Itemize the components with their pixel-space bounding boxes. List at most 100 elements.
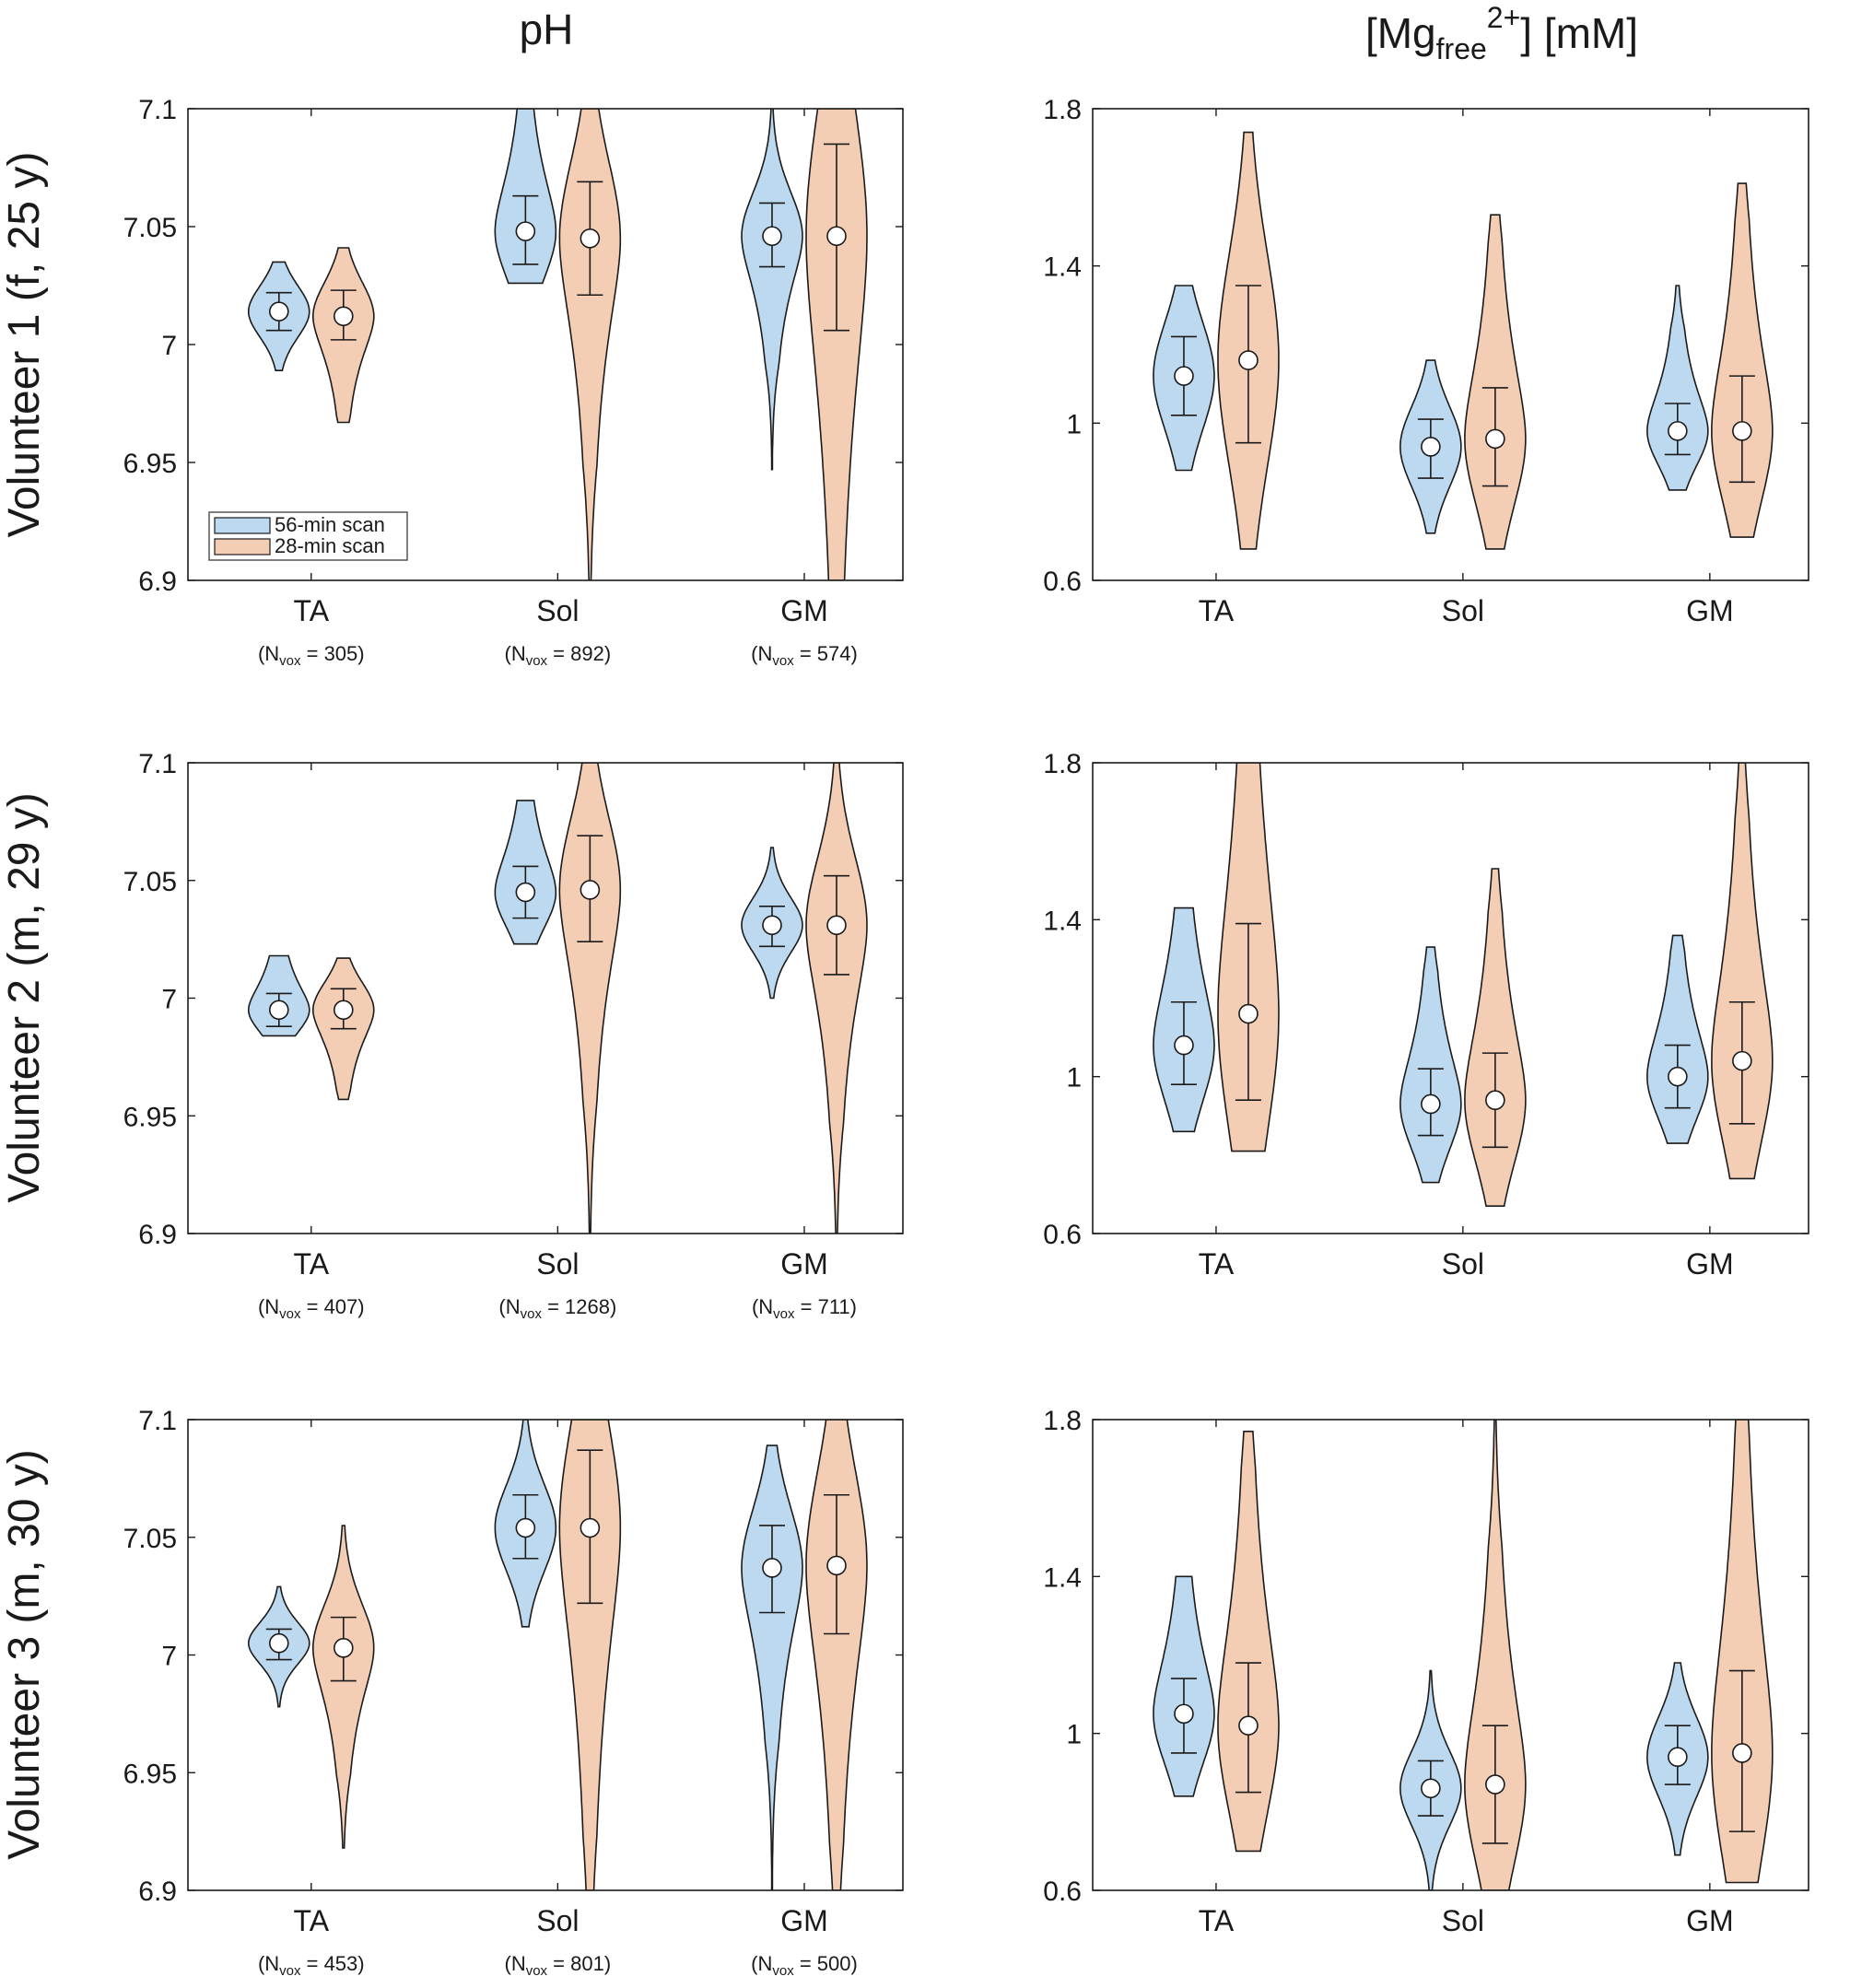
mg-title-prefix: [Mg <box>1365 9 1436 57</box>
nvox-label-ta: (Nvox = 453) <box>258 1952 365 1979</box>
median-marker-ta-orange <box>333 1000 354 1021</box>
row-label-volunteer-1: Volunteer 1 (f, 25 y) <box>0 152 49 538</box>
y-tick-label-1.4: 1.4 <box>1043 252 1082 283</box>
y-tick-label-0.6: 0.6 <box>1043 1220 1082 1250</box>
median-marker-gm-blue <box>762 915 782 936</box>
axes-frame <box>187 1419 904 1891</box>
median-marker-ta-orange <box>333 306 354 327</box>
legend-swatch-blue <box>214 517 271 534</box>
median-marker-ta-orange <box>333 1638 354 1658</box>
nvox-prefix: (N <box>751 1952 772 1975</box>
row-label-volunteer-3: Volunteer 3 (m, 30 y) <box>0 1449 49 1860</box>
median-marker-sol-blue <box>1421 1778 1441 1799</box>
violin-sol-blue <box>1399 946 1462 1184</box>
median-marker-ta-orange <box>1238 1715 1259 1736</box>
median-marker-ta-blue <box>268 1000 289 1021</box>
median-marker-gm-orange <box>826 1555 847 1576</box>
axes-frame <box>187 762 904 1234</box>
median-marker-gm-orange <box>826 915 847 936</box>
median-marker-gm-blue <box>1668 1066 1688 1087</box>
nvox-prefix: (N <box>505 1952 526 1975</box>
nvox-prefix: (N <box>498 1295 520 1318</box>
axes-frame <box>1092 762 1809 1234</box>
median-marker-sol-blue <box>515 1517 536 1538</box>
nvox-sub: vox <box>772 1963 794 1979</box>
median-marker-sol-blue <box>515 221 536 241</box>
x-tick-label-sol: Sol <box>536 1904 579 1937</box>
plot-area <box>248 109 868 580</box>
violin-gm-blue <box>1646 934 1709 1144</box>
column-title-mg: [Mgfree2+] [mM] <box>1365 1 1638 65</box>
nvox-value: = 305) <box>301 642 365 665</box>
median-marker-ta-blue <box>1174 1035 1194 1056</box>
x-tick-label-gm: GM <box>1686 1247 1734 1281</box>
nvox-sub: vox <box>772 653 794 669</box>
y-tick-label-1: 1 <box>1066 1720 1082 1750</box>
nvox-label-ta: (Nvox = 407) <box>258 1295 365 1322</box>
y-tick-label-6.95: 6.95 <box>123 449 177 479</box>
axes-frame <box>1092 108 1809 581</box>
y-tick-label-7.05: 7.05 <box>123 213 177 243</box>
y-tick-label-7.1: 7.1 <box>138 95 177 125</box>
x-tick-label-sol: Sol <box>536 1247 579 1281</box>
median-marker-gm-orange <box>1732 1743 1752 1763</box>
violin-gm-blue <box>1646 285 1709 491</box>
y-tick-label-7: 7 <box>161 985 177 1015</box>
median-marker-ta-blue <box>268 301 289 322</box>
y-tick-label-7: 7 <box>161 1642 177 1672</box>
nvox-value: = 453) <box>301 1952 365 1975</box>
y-tick-label-1.8: 1.8 <box>1043 1406 1082 1436</box>
x-tick-label-ta: TA <box>1199 594 1235 627</box>
legend-label-28-min: 28-min scan <box>275 534 385 557</box>
nvox-label-gm: (Nvox = 711) <box>752 1295 857 1322</box>
violin-gm-orange <box>1711 182 1774 538</box>
violin-sol-orange <box>1464 868 1527 1207</box>
median-marker-ta-blue <box>1174 1703 1194 1725</box>
nvox-prefix: (N <box>505 642 526 665</box>
plot-area <box>1153 1420 1774 1890</box>
legend-label-56-min: 56-min scan <box>275 513 385 536</box>
median-marker-gm-blue <box>1668 421 1688 441</box>
nvox-sub: vox <box>279 1963 301 1979</box>
median-marker-gm-orange <box>1732 1050 1752 1071</box>
nvox-label-sol: (Nvox = 1268) <box>498 1295 616 1322</box>
x-tick-label-sol: Sol <box>1442 594 1484 627</box>
nvox-sub: vox <box>773 1306 795 1322</box>
violin-gm-blue <box>741 1444 803 1890</box>
nvox-value: = 407) <box>301 1295 365 1318</box>
nvox-prefix: (N <box>751 642 772 665</box>
legend-swatch-orange <box>214 538 271 555</box>
nvox-prefix: (N <box>258 642 279 665</box>
violin-ta-orange <box>312 1525 375 1849</box>
median-marker-sol-orange <box>1485 1090 1505 1111</box>
median-marker-sol-orange <box>580 1517 601 1538</box>
median-marker-sol-orange <box>580 228 601 249</box>
panel-ph-volunteer-1: TA(Nvox = 305)Sol(Nvox = 892)GM(Nvox = 5… <box>123 95 904 669</box>
nvox-label-sol: (Nvox = 801) <box>505 1952 612 1979</box>
y-tick-label-7: 7 <box>161 331 177 361</box>
y-tick-label-1.8: 1.8 <box>1043 95 1082 125</box>
nvox-sub: vox <box>279 1306 301 1322</box>
median-marker-sol-blue <box>1421 1093 1441 1115</box>
x-tick-label-ta: TA <box>294 1904 330 1937</box>
axes-frame <box>1092 1419 1809 1891</box>
mg-title-suffix: ] [mM] <box>1520 9 1638 57</box>
violin-sol-orange <box>558 763 622 1234</box>
violin-sol-orange <box>558 109 622 580</box>
panel-ph-volunteer-2: TA(Nvox = 407)Sol(Nvox = 1268)GM(Nvox = … <box>123 749 904 1322</box>
panel-ph-volunteer-3: TA(Nvox = 453)Sol(Nvox = 801)GM(Nvox = 5… <box>123 1406 904 1979</box>
x-tick-label-gm: GM <box>780 594 828 627</box>
nvox-value: = 1268) <box>542 1295 616 1318</box>
median-marker-ta-orange <box>1238 1003 1259 1024</box>
legend: 56-min scan 28-min scan <box>208 511 408 561</box>
y-tick-label-1.4: 1.4 <box>1043 906 1082 936</box>
violin-gm-orange <box>1711 763 1774 1180</box>
nvox-value: = 892) <box>547 642 611 665</box>
y-tick-label-1.8: 1.8 <box>1043 749 1082 779</box>
median-marker-gm-blue <box>762 226 782 247</box>
violin-ta-orange <box>1217 1431 1280 1853</box>
y-tick-label-1: 1 <box>1066 409 1082 439</box>
violin-sol-orange <box>1464 214 1527 550</box>
mg-title-sub: free <box>1436 32 1487 65</box>
